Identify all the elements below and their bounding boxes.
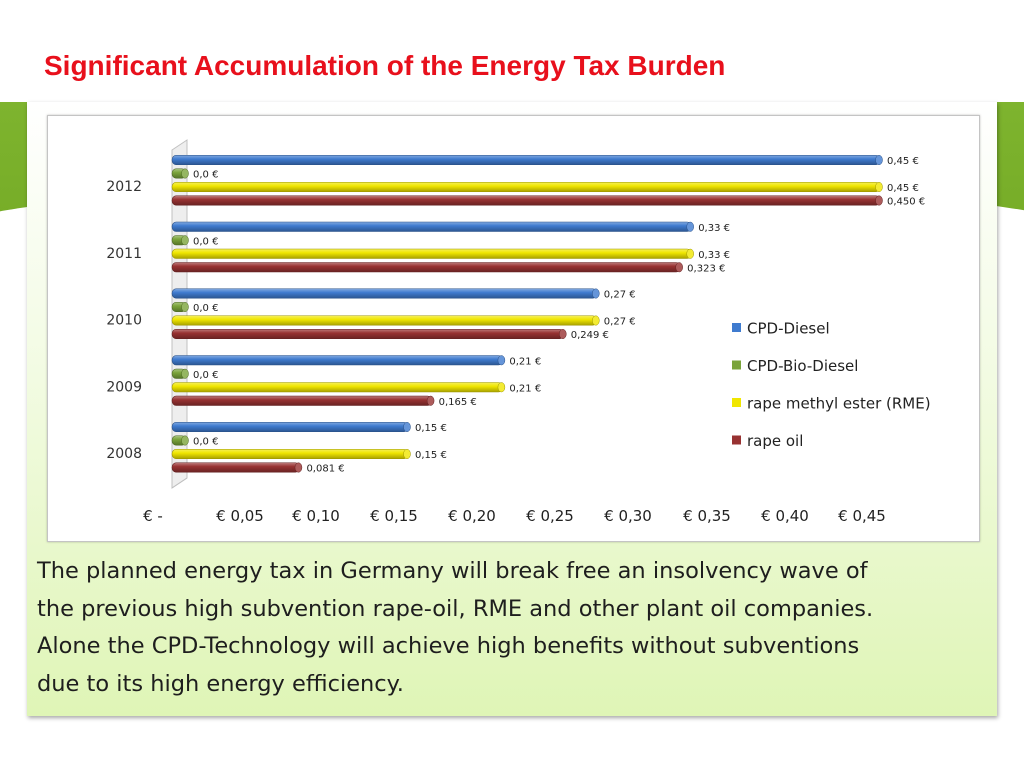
value-label: 0,33 € bbox=[698, 223, 730, 234]
bar-cap bbox=[875, 195, 883, 206]
category-label: 2011 bbox=[106, 246, 142, 262]
value-label: 0,450 € bbox=[887, 197, 925, 208]
legend-label: rape methyl ester (RME) bbox=[747, 395, 931, 413]
body-line: due to its high energy efficiency. bbox=[37, 670, 404, 697]
value-label: 0,45 € bbox=[887, 183, 919, 194]
value-label: 0,165 € bbox=[439, 397, 477, 408]
bar-cap bbox=[181, 435, 189, 446]
bar-cap bbox=[497, 382, 506, 393]
bar-cap bbox=[592, 288, 600, 299]
chart-floor-edge bbox=[171, 477, 188, 489]
bar-cap bbox=[559, 329, 567, 339]
bar-cap bbox=[181, 302, 189, 312]
legend-swatch bbox=[732, 435, 741, 445]
title-bar: Significant Accumulation of the Energy T… bbox=[0, 0, 1024, 102]
legend-label: rape oil bbox=[747, 432, 803, 450]
x-tick-label: € 0,15 bbox=[370, 507, 418, 525]
body-line: The planned energy tax in Germany will b… bbox=[37, 558, 868, 584]
category-label: 2009 bbox=[106, 379, 142, 395]
value-label: 0,45 € bbox=[887, 156, 919, 167]
bar-cap bbox=[686, 248, 694, 259]
legend-swatch bbox=[732, 398, 741, 407]
value-label: 0,15 € bbox=[415, 450, 447, 461]
value-label: 0,0 € bbox=[193, 370, 218, 381]
bar-cap bbox=[592, 315, 600, 326]
value-label: 0,27 € bbox=[604, 317, 636, 328]
bar-cap bbox=[426, 395, 435, 406]
bar-rape oil bbox=[171, 328, 565, 340]
bar-CPD-Diesel bbox=[171, 221, 692, 232]
bar-cap bbox=[181, 368, 189, 379]
value-label: 0,0 € bbox=[193, 170, 218, 181]
legend-label: CPD-Diesel bbox=[747, 320, 830, 338]
body-line: the previous high subvention rape-oil, R… bbox=[37, 595, 874, 622]
x-tick-label: € 0,30 bbox=[604, 507, 652, 525]
slide-title: Significant Accumulation of the Energy T… bbox=[44, 50, 726, 81]
bar-rape oil bbox=[171, 262, 681, 273]
body-line: Alone the CPD-Technology will achieve hi… bbox=[37, 633, 860, 659]
bar-rape methyl ester (RME) bbox=[171, 315, 598, 326]
legend-swatch bbox=[732, 360, 741, 370]
x-tick-label: € 0,10 bbox=[292, 507, 340, 525]
bar-cap bbox=[875, 182, 883, 192]
value-label: 0,0 € bbox=[193, 437, 218, 448]
category-label: 2010 bbox=[106, 313, 142, 329]
bar-rape methyl ester (RME) bbox=[171, 248, 692, 259]
value-label: 0,081 € bbox=[306, 464, 344, 475]
category-label: 2012 bbox=[106, 179, 142, 195]
bar-CPD-Diesel bbox=[171, 288, 598, 299]
legend-swatch bbox=[732, 323, 741, 332]
value-label: 0,15 € bbox=[415, 423, 447, 434]
x-tick-label: € 0,40 bbox=[761, 507, 809, 525]
bar-rape methyl ester (RME) bbox=[171, 382, 503, 393]
body-text: The planned energy tax in Germany will b… bbox=[37, 553, 987, 703]
bar-cap bbox=[675, 262, 683, 273]
bar-cap bbox=[294, 462, 303, 473]
value-label: 0,21 € bbox=[509, 356, 541, 367]
bar-rape methyl ester (RME) bbox=[171, 448, 409, 460]
value-label: 0,0 € bbox=[193, 236, 218, 247]
bar-CPD-Diesel bbox=[171, 154, 881, 166]
category-label: 2008 bbox=[106, 446, 142, 462]
x-tick-label: € 0,35 bbox=[683, 507, 731, 525]
x-tick-label: € 0,20 bbox=[448, 507, 496, 525]
x-tick-label: € 0,05 bbox=[216, 507, 264, 525]
value-label: 0,249 € bbox=[571, 330, 609, 341]
x-tick-label: € 0,25 bbox=[526, 507, 574, 525]
bar-cap bbox=[181, 235, 189, 246]
bar-cap bbox=[875, 155, 883, 165]
bar-CPD-Diesel bbox=[171, 421, 409, 433]
bar-rape oil bbox=[171, 462, 300, 473]
bar-cap bbox=[497, 355, 506, 366]
bar-cap bbox=[403, 422, 411, 432]
bar-rape oil bbox=[171, 395, 432, 406]
bar-cap bbox=[181, 168, 189, 179]
value-label: 0,0 € bbox=[193, 303, 218, 314]
value-label: 0,33 € bbox=[698, 250, 730, 261]
value-label: 0,27 € bbox=[604, 290, 636, 301]
value-label: 0,21 € bbox=[509, 383, 541, 394]
bar-rape oil bbox=[171, 195, 881, 206]
x-tick-label: € 0,45 bbox=[838, 507, 886, 525]
bar-cap bbox=[403, 449, 411, 459]
legend-label: CPD-Bio-Diesel bbox=[747, 357, 858, 375]
x-tick-label: € - bbox=[143, 507, 163, 525]
bar-cap bbox=[686, 221, 694, 232]
bar-rape methyl ester (RME) bbox=[171, 181, 881, 193]
value-label: 0,323 € bbox=[687, 263, 725, 274]
bar-CPD-Diesel bbox=[171, 355, 503, 366]
